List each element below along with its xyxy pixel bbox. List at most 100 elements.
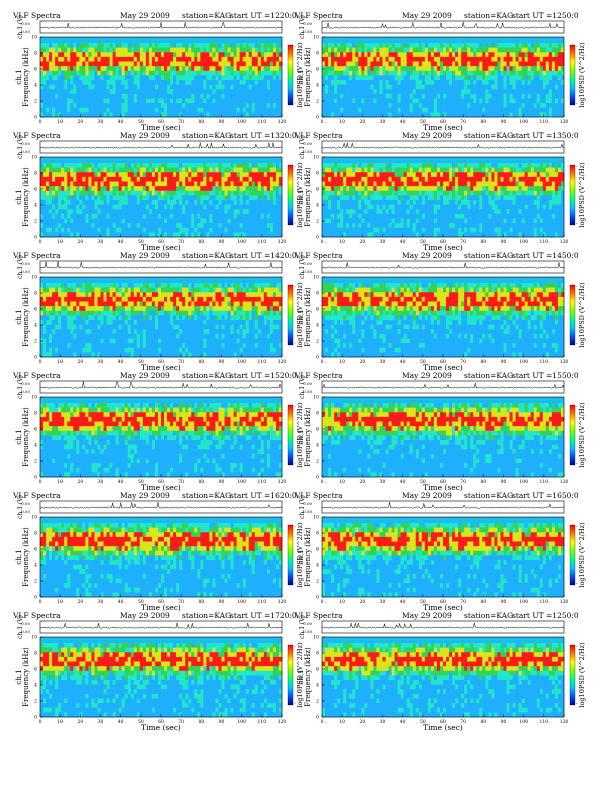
spectrogram-cell (167, 80, 170, 85)
spectrogram-cell (467, 186, 470, 191)
spectrogram-cell (55, 52, 58, 57)
spectrogram-cell (64, 219, 67, 224)
x-tick-label: 30 (98, 239, 104, 245)
spectrogram-cell (152, 103, 155, 108)
spectrogram-cell (361, 57, 364, 62)
spectrogram-cell (413, 80, 416, 85)
spectrogram-cell (167, 71, 170, 76)
spectrogram-cell (107, 163, 110, 168)
spectrogram-cell (76, 195, 79, 200)
spectrogram-cell (228, 177, 231, 182)
spectrogram-cell (43, 223, 46, 228)
spectrogram-cell (525, 80, 528, 85)
spectrogram-cell (355, 112, 358, 117)
spectrogram-cell (370, 108, 373, 113)
spectrogram-cell (237, 172, 240, 177)
spectrogram-cell (188, 177, 191, 182)
spectrogram-cell (504, 80, 507, 85)
spectrogram-cell (455, 103, 458, 108)
spectrogram-cell (188, 219, 191, 224)
spectrogram-cell (470, 89, 473, 94)
spectrogram-cell (52, 191, 55, 196)
spectrogram-cell (152, 163, 155, 168)
spectrogram-cell (358, 163, 361, 168)
spectrogram-cell (234, 80, 237, 85)
spectrogram-cell (449, 66, 452, 71)
spectrogram-cell (212, 219, 215, 224)
spectrogram-cell (173, 57, 176, 62)
spectrogram-cell (231, 103, 234, 108)
panel-start-ut: start UT =1220:0 (230, 11, 297, 20)
spectrogram-cell (467, 108, 470, 113)
spectrogram-cell (122, 80, 125, 85)
spectrogram-cell (392, 103, 395, 108)
spectrogram-cell (482, 200, 485, 205)
spectrogram-cell (500, 172, 503, 177)
spectrogram-cell (231, 214, 234, 219)
spectrogram-cell (246, 214, 249, 219)
spectrogram-cell (510, 103, 513, 108)
spectrogram-cell (79, 94, 82, 99)
spectrogram-cell (449, 62, 452, 67)
spectrogram-cell (500, 94, 503, 99)
spectrogram-cell (215, 200, 218, 205)
spectrogram-cell (113, 191, 116, 196)
spectrogram-cell (191, 80, 194, 85)
spectrogram-cell (73, 99, 76, 104)
spectrogram-cell (209, 57, 212, 62)
spectrogram-cell (119, 94, 122, 99)
spectrogram-cell (215, 214, 218, 219)
spectrogram-cell (173, 200, 176, 205)
spectrogram-cell (549, 108, 552, 113)
spectrogram-cell (437, 223, 440, 228)
spectrogram-cell (82, 228, 85, 233)
spectrogram-cell (122, 163, 125, 168)
spectrogram-cell (549, 48, 552, 53)
spectrogram-cell (461, 103, 464, 108)
spectrogram-cell (252, 52, 255, 57)
spectrogram-cell (352, 200, 355, 205)
spectrogram-cell (476, 48, 479, 53)
spectrogram-cell (209, 48, 212, 53)
spectrogram-cell (389, 43, 392, 48)
spectrogram-cell (101, 99, 104, 104)
colorbar-label: log10PSD (V^2/Hz) (578, 42, 586, 108)
spectrogram-cell (164, 85, 167, 90)
spectrogram-cell (228, 71, 231, 76)
spectrogram-cell (549, 103, 552, 108)
spectrogram-cell (470, 219, 473, 224)
x-tick-label: 80 (480, 119, 486, 125)
spectrogram-cell (373, 99, 376, 104)
spectrogram-cell (128, 75, 131, 80)
spectrogram-cell (101, 103, 104, 108)
spectrogram-cell (537, 43, 540, 48)
spectrogram-cell (413, 177, 416, 182)
spectrogram-cell (222, 80, 225, 85)
spectrogram-cell (200, 177, 203, 182)
spectrogram-cell (537, 103, 540, 108)
spectrogram-cell (537, 85, 540, 90)
spectrogram-cell (273, 168, 276, 173)
spectrogram-cell (549, 75, 552, 80)
spectrogram-cell (197, 94, 200, 99)
spectrogram-cell (128, 200, 131, 205)
spectrogram-cell (386, 57, 389, 62)
spectrogram-cell (55, 186, 58, 191)
spectrogram-cell (367, 172, 370, 177)
spectrogram-cell (552, 112, 555, 117)
spectrogram-cell (346, 186, 349, 191)
spectrogram-cell (131, 186, 134, 191)
spectrogram-cell (395, 112, 398, 117)
spectrogram-cell (516, 112, 519, 117)
spectrogram-cell (422, 168, 425, 173)
spectrogram-cell (358, 80, 361, 85)
spectrogram-cell (328, 177, 331, 182)
spectrogram-cell (443, 228, 446, 233)
spectrogram-cell (407, 223, 410, 228)
spectrogram-cell (149, 62, 152, 67)
spectrogram-cell (146, 163, 149, 168)
spectrogram-cell (164, 205, 167, 210)
spectrogram-cell (252, 66, 255, 71)
spectrogram-cell (82, 163, 85, 168)
